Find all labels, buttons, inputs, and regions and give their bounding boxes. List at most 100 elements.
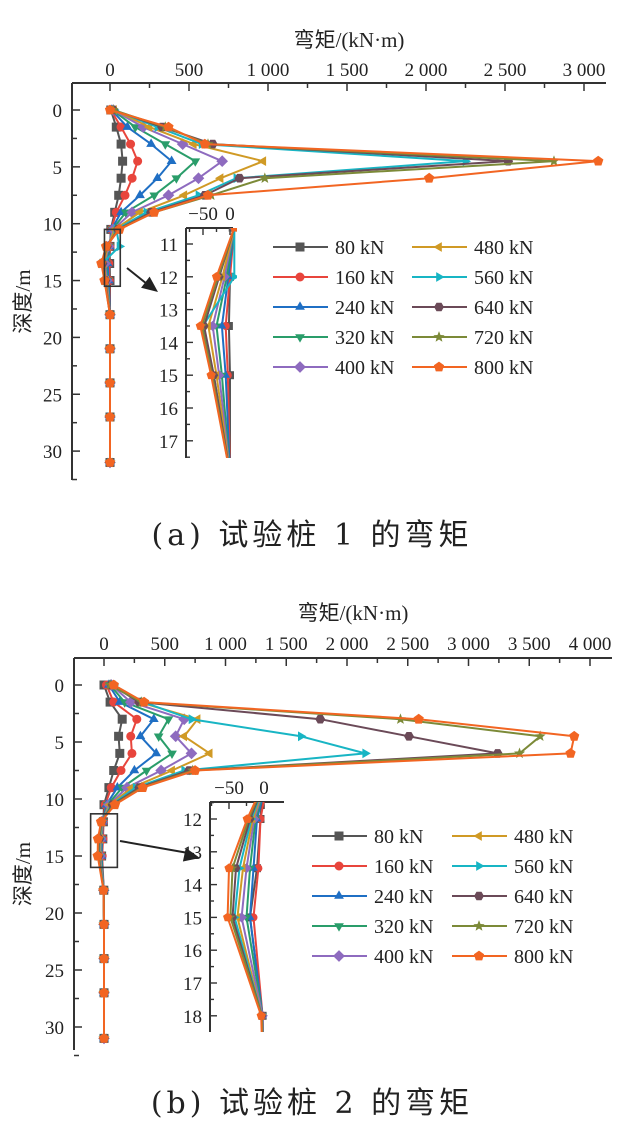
y-axis-title: 深度/m: [11, 269, 35, 333]
data-point: [104, 377, 116, 388]
legend-label: 480 kN: [514, 826, 573, 848]
chart-a: 0 500 1 000 1 500 2 000 2 500 3 000 0 5 10 15 20 25 3…: [11, 28, 606, 481]
inset-data-point: [224, 863, 234, 873]
inset-y-tick-label: 15: [183, 908, 202, 929]
inset-y-tick-label: 11: [160, 235, 178, 256]
x-tick-label: 4 000: [569, 634, 612, 655]
data-point: [132, 714, 142, 724]
legend-label: 800 kN: [474, 357, 533, 379]
legend-marker-icon: [473, 920, 485, 931]
data-point: [163, 716, 174, 725]
series-line: [97, 684, 542, 1039]
legend-item: 80 kN: [312, 826, 423, 848]
data-point: [259, 172, 271, 183]
data-point: [185, 747, 198, 760]
data-point: [115, 748, 125, 758]
legend-label: 160 kN: [374, 856, 433, 878]
legend-marker-icon: [295, 334, 305, 343]
inset-y-tick-label: 18: [183, 1007, 202, 1028]
data-point: [98, 1033, 110, 1043]
data-point: [234, 173, 245, 183]
data-point: [126, 206, 138, 219]
x-tick-label: 500: [175, 60, 204, 81]
arrow-head-icon: [182, 847, 200, 862]
data-point: [117, 714, 127, 724]
data-point: [98, 953, 110, 963]
legend-label: 160 kN: [335, 267, 394, 289]
y-tick-label: 10: [45, 790, 64, 811]
series-560kn: [96, 680, 371, 1044]
inset-y-tick-label: 13: [183, 843, 202, 864]
inset-plot-area: [223, 802, 268, 1032]
y-tick-label: 15: [45, 847, 64, 868]
data-point: [202, 189, 214, 200]
y-tick-label: 5: [55, 733, 65, 754]
y-tick-label: 30: [43, 442, 62, 463]
data-point: [404, 732, 414, 741]
inset-series-line: [199, 228, 236, 458]
x-tick-label: 2 500: [386, 634, 429, 655]
legend-item: 560 kN: [452, 856, 573, 878]
data-point: [137, 121, 149, 133]
inset-x-tick-label: 0: [259, 778, 269, 799]
data-point: [104, 104, 116, 115]
legend-item: 240 kN: [273, 297, 394, 319]
data-point: [137, 782, 148, 792]
data-point: [100, 241, 112, 251]
data-point: [178, 731, 187, 742]
legend-item: 80 kN: [273, 237, 384, 259]
data-point: [190, 765, 201, 775]
legend-marker-icon: [434, 302, 444, 312]
data-point: [565, 748, 576, 758]
data-point: [362, 748, 371, 759]
x-tick-label: 500: [151, 634, 180, 655]
inset-chart: −50 0 12 13 14 15 16 17 18: [183, 778, 284, 1032]
legend-item: 320 kN: [273, 327, 394, 349]
y-tick-label: 20: [45, 904, 64, 925]
legend-item: 560 kN: [412, 267, 533, 289]
data-point: [569, 730, 580, 741]
y-tick-label: 25: [43, 385, 62, 406]
data-point: [126, 139, 136, 149]
legend-marker-icon: [295, 242, 305, 252]
x-tick-label: 2 000: [326, 634, 369, 655]
legend-marker-icon: [473, 950, 485, 961]
data-point: [139, 696, 150, 707]
legend-item: 640 kN: [452, 886, 573, 908]
inset-y-tick-label: 14: [159, 333, 179, 354]
inset-y-tick-label: 12: [159, 268, 178, 289]
arrow-line: [119, 840, 195, 855]
x-tick-label: 2 000: [405, 60, 448, 81]
legend-marker-icon: [433, 242, 442, 252]
inset-data-point: [230, 228, 237, 232]
data-point: [215, 173, 224, 184]
data-point: [109, 766, 119, 775]
inset-y-tick-label: 16: [159, 399, 178, 420]
data-point: [188, 714, 198, 725]
legend-marker-icon: [433, 331, 445, 342]
inset-data-point: [195, 321, 205, 330]
inset-y-tick-label: 15: [159, 366, 178, 387]
legend-label: 240 kN: [335, 297, 394, 319]
legend-item: 160 kN: [273, 267, 394, 289]
legend-label: 720 kN: [514, 916, 573, 938]
data-point: [315, 714, 326, 724]
data-point: [126, 731, 136, 741]
data-point: [114, 731, 124, 741]
legend-label: 400 kN: [374, 946, 433, 968]
zoom-region-box: [103, 228, 122, 288]
legend-item: 400 kN: [273, 357, 394, 379]
inset-series-line: [207, 228, 236, 458]
legend-item: 160 kN: [312, 856, 433, 878]
series-line: [100, 109, 600, 463]
data-point: [120, 190, 130, 200]
legend-label: 720 kN: [474, 327, 533, 349]
inset-y-tick-label: 14: [183, 876, 203, 897]
chart-b: 0 500 1 000 1 500 2 000 2 500 3 000 3 500 4 000 0…: [11, 601, 612, 1057]
data-point: [155, 764, 167, 777]
legend-marker-icon: [473, 831, 482, 841]
inset-x-tick-label: −50: [188, 204, 218, 225]
legend: 80 kN 160 kN 240 kN 320 kN 400 kN 480 kN 560 k…: [273, 237, 533, 379]
x-tick-label: 3 000: [563, 60, 606, 81]
